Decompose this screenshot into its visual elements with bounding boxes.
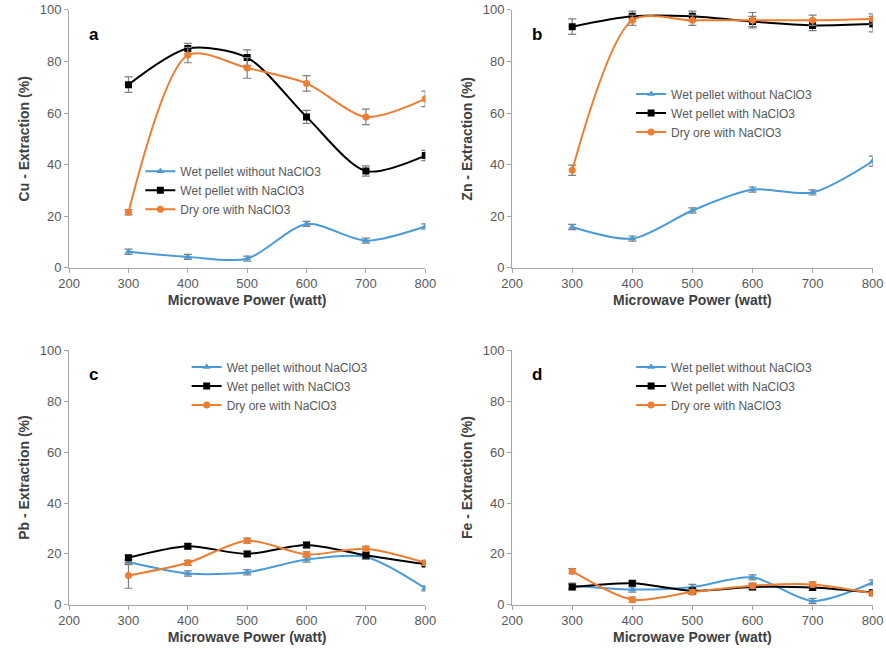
svg-text:100: 100: [40, 343, 62, 358]
svg-text:700: 700: [355, 613, 377, 628]
svg-text:800: 800: [862, 613, 884, 628]
svg-text:40: 40: [47, 157, 61, 172]
svg-text:300: 300: [561, 613, 583, 628]
svg-text:Microwave Power (watt): Microwave Power (watt): [168, 292, 327, 308]
svg-text:Wet pellet with NaClO3: Wet pellet with NaClO3: [227, 380, 351, 394]
svg-text:80: 80: [47, 54, 61, 69]
svg-text:400: 400: [621, 613, 643, 628]
svg-text:80: 80: [490, 394, 504, 409]
svg-text:Microwave Power (watt): Microwave Power (watt): [613, 629, 772, 645]
svg-text:800: 800: [862, 276, 884, 291]
svg-text:Wet pellet with NaClO3: Wet pellet with NaClO3: [671, 107, 795, 121]
svg-text:400: 400: [177, 613, 199, 628]
svg-text:500: 500: [682, 276, 704, 291]
svg-text:a: a: [89, 25, 99, 44]
svg-text:200: 200: [501, 276, 523, 291]
svg-text:100: 100: [483, 2, 505, 17]
svg-text:600: 600: [742, 276, 764, 291]
svg-text:100: 100: [483, 343, 505, 358]
svg-text:400: 400: [621, 276, 643, 291]
svg-text:600: 600: [296, 613, 318, 628]
svg-text:600: 600: [742, 613, 764, 628]
svg-text:300: 300: [118, 613, 140, 628]
svg-text:Wet pellet without NaClO3: Wet pellet without NaClO3: [227, 361, 368, 375]
svg-text:100: 100: [40, 2, 62, 17]
svg-text:700: 700: [802, 613, 824, 628]
svg-text:b: b: [532, 25, 542, 44]
svg-text:Zn - Extraction (%): Zn - Extraction (%): [459, 77, 475, 201]
svg-text:20: 20: [47, 546, 61, 561]
svg-text:200: 200: [58, 613, 80, 628]
svg-text:500: 500: [682, 613, 704, 628]
svg-text:Wet pellet without NaClO3: Wet pellet without NaClO3: [671, 361, 812, 375]
svg-text:0: 0: [54, 597, 61, 612]
svg-text:500: 500: [236, 613, 258, 628]
svg-text:Cu - Extraction (%): Cu - Extraction (%): [16, 76, 32, 201]
svg-text:700: 700: [802, 276, 824, 291]
svg-text:800: 800: [414, 613, 436, 628]
svg-text:0: 0: [497, 260, 504, 275]
svg-text:600: 600: [296, 276, 318, 291]
svg-text:Dry ore with NaClO3: Dry ore with NaClO3: [180, 203, 290, 217]
svg-text:c: c: [89, 365, 98, 384]
svg-text:0: 0: [54, 260, 61, 275]
svg-text:Wet pellet without NaClO3: Wet pellet without NaClO3: [671, 88, 812, 102]
svg-text:60: 60: [47, 445, 61, 460]
svg-text:Wet pellet without NaClO3: Wet pellet without NaClO3: [180, 165, 321, 179]
svg-text:Fe - Extraction (%): Fe - Extraction (%): [459, 416, 475, 539]
svg-text:Microwave Power (watt): Microwave Power (watt): [168, 629, 327, 645]
svg-text:80: 80: [490, 54, 504, 69]
svg-text:300: 300: [118, 276, 140, 291]
svg-text:40: 40: [490, 496, 504, 511]
svg-text:200: 200: [58, 276, 80, 291]
svg-text:400: 400: [177, 276, 199, 291]
svg-text:40: 40: [47, 496, 61, 511]
svg-text:Dry ore with NaClO3: Dry ore with NaClO3: [671, 126, 781, 140]
svg-text:200: 200: [501, 613, 523, 628]
svg-text:80: 80: [47, 394, 61, 409]
svg-text:20: 20: [490, 546, 504, 561]
svg-text:0: 0: [497, 597, 504, 612]
svg-text:40: 40: [490, 157, 504, 172]
svg-text:20: 20: [490, 209, 504, 224]
svg-text:20: 20: [47, 209, 61, 224]
svg-text:60: 60: [490, 106, 504, 121]
svg-text:Dry ore with NaClO3: Dry ore with NaClO3: [671, 399, 781, 413]
svg-text:Pb - Extraction (%): Pb - Extraction (%): [16, 415, 32, 539]
svg-text:500: 500: [236, 276, 258, 291]
svg-text:700: 700: [355, 276, 377, 291]
svg-text:60: 60: [490, 445, 504, 460]
svg-text:Dry ore with NaClO3: Dry ore with NaClO3: [227, 399, 337, 413]
svg-text:Wet pellet with NaClO3: Wet pellet with NaClO3: [180, 184, 304, 198]
svg-text:Microwave Power (watt): Microwave Power (watt): [613, 292, 772, 308]
svg-text:d: d: [532, 365, 542, 384]
svg-text:300: 300: [561, 276, 583, 291]
svg-text:Wet pellet with NaClO3: Wet pellet with NaClO3: [671, 380, 795, 394]
svg-text:60: 60: [47, 106, 61, 121]
svg-text:800: 800: [414, 276, 436, 291]
